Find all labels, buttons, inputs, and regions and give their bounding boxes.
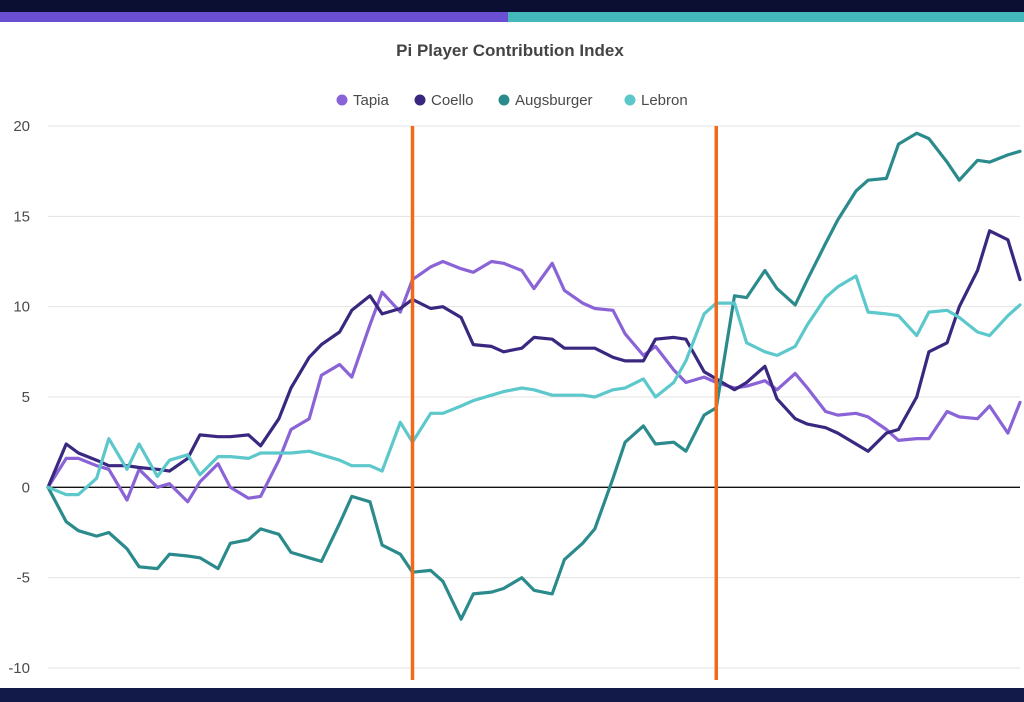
series-line-augsburger xyxy=(46,131,1022,621)
y-tick-label: 10 xyxy=(13,299,30,316)
legend-swatch xyxy=(624,94,636,106)
grid-lines xyxy=(48,125,1020,669)
legend-swatch xyxy=(498,94,510,106)
series-line-coello xyxy=(46,229,1022,489)
accent-bar-purple xyxy=(0,12,508,22)
legend-item-lebron: Lebron xyxy=(624,92,688,109)
y-tick-label: -5 xyxy=(17,570,30,587)
legend-label: Lebron xyxy=(641,92,688,109)
accent-bar-teal xyxy=(508,12,1024,22)
y-tick-label: 20 xyxy=(13,118,30,135)
series-lines xyxy=(46,131,1022,621)
legend-item-coello: Coello xyxy=(414,92,474,109)
legend-swatch xyxy=(414,94,426,106)
series-line-lebron xyxy=(46,274,1022,497)
legend-label: Augsburger xyxy=(515,92,593,109)
legend-label: Tapia xyxy=(353,92,390,109)
legend-item-augsburger: Augsburger xyxy=(498,92,593,109)
series-line-tapia xyxy=(46,259,1022,504)
accent-top-bar xyxy=(0,12,1024,22)
y-tick-label: 15 xyxy=(13,208,30,225)
legend-item-tapia: Tapia xyxy=(336,92,390,109)
line-chart: Pi Player Contribution Index Tapia Coello… xyxy=(8,41,1022,680)
vertical-markers xyxy=(410,126,718,680)
legend-swatch xyxy=(336,94,348,106)
legend-label: Coello xyxy=(431,92,474,109)
y-axis-ticks: -10 -5 0 5 10 15 20 xyxy=(8,118,30,677)
y-tick-label: 0 xyxy=(22,479,30,496)
chart-panel: Pi Player Contribution Index Tapia Coello… xyxy=(0,22,1024,688)
y-tick-label: 5 xyxy=(22,389,30,406)
chart-title: Pi Player Contribution Index xyxy=(396,41,624,60)
chart-legend: Tapia Coello Augsburger Lebron xyxy=(336,92,688,109)
y-tick-label: -10 xyxy=(8,660,30,677)
